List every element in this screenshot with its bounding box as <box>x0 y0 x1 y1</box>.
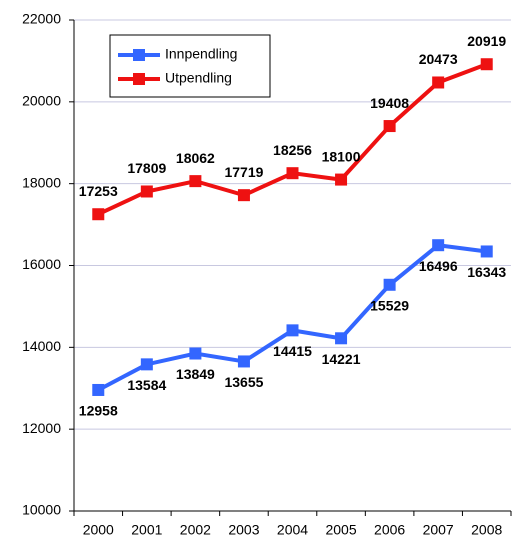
data-point <box>237 355 250 368</box>
data-label: 13849 <box>176 366 215 382</box>
y-tick-label: 14000 <box>22 338 61 354</box>
data-point <box>480 58 493 71</box>
x-tick-label: 2001 <box>131 522 162 538</box>
data-label: 17719 <box>224 164 263 180</box>
data-point <box>189 175 202 188</box>
legend-box <box>109 34 271 98</box>
data-point <box>383 278 396 291</box>
legend-label: Utpendling <box>165 70 232 86</box>
data-point <box>480 245 493 258</box>
data-point <box>140 358 153 371</box>
y-tick-label: 20000 <box>22 93 61 109</box>
data-point <box>237 189 250 202</box>
x-tick-label: 2008 <box>471 522 502 538</box>
data-point <box>92 208 105 221</box>
data-label: 18062 <box>176 150 215 166</box>
x-tick-label: 2000 <box>83 522 114 538</box>
data-point <box>189 347 202 360</box>
x-tick-label: 2005 <box>325 522 356 538</box>
data-point <box>286 167 299 180</box>
data-point <box>335 173 348 186</box>
data-point <box>335 332 348 345</box>
data-point <box>383 120 396 133</box>
data-point <box>286 324 299 337</box>
data-point <box>92 383 105 396</box>
x-tick-label: 2002 <box>180 522 211 538</box>
x-tick-label: 2007 <box>423 522 454 538</box>
data-point <box>432 76 445 89</box>
data-label: 17253 <box>79 183 118 199</box>
data-label: 14221 <box>322 351 361 367</box>
data-label: 20919 <box>467 33 506 49</box>
x-tick-label: 2003 <box>228 522 259 538</box>
data-label: 18256 <box>273 142 312 158</box>
x-tick-label: 2006 <box>374 522 405 538</box>
data-label: 16496 <box>419 258 458 274</box>
data-label: 12958 <box>79 403 118 419</box>
x-tick-label: 2004 <box>277 522 308 538</box>
data-label: 16343 <box>467 264 506 280</box>
data-label: 19408 <box>370 95 409 111</box>
data-label: 20473 <box>419 51 458 67</box>
legend-marker <box>133 49 145 61</box>
data-label: 13655 <box>224 374 263 390</box>
data-label: 17809 <box>127 160 166 176</box>
data-label: 13584 <box>127 377 166 393</box>
data-label: 14415 <box>273 343 312 359</box>
legend-marker <box>133 73 145 85</box>
y-tick-label: 22000 <box>22 11 61 27</box>
legend-label: Innpendling <box>165 46 237 62</box>
data-label: 18100 <box>322 148 361 164</box>
y-tick-label: 10000 <box>22 502 61 518</box>
data-label: 15529 <box>370 297 409 313</box>
y-tick-label: 16000 <box>22 256 61 272</box>
data-point <box>140 185 153 198</box>
y-tick-label: 18000 <box>22 174 61 190</box>
data-point <box>432 239 445 252</box>
y-tick-label: 12000 <box>22 420 61 436</box>
